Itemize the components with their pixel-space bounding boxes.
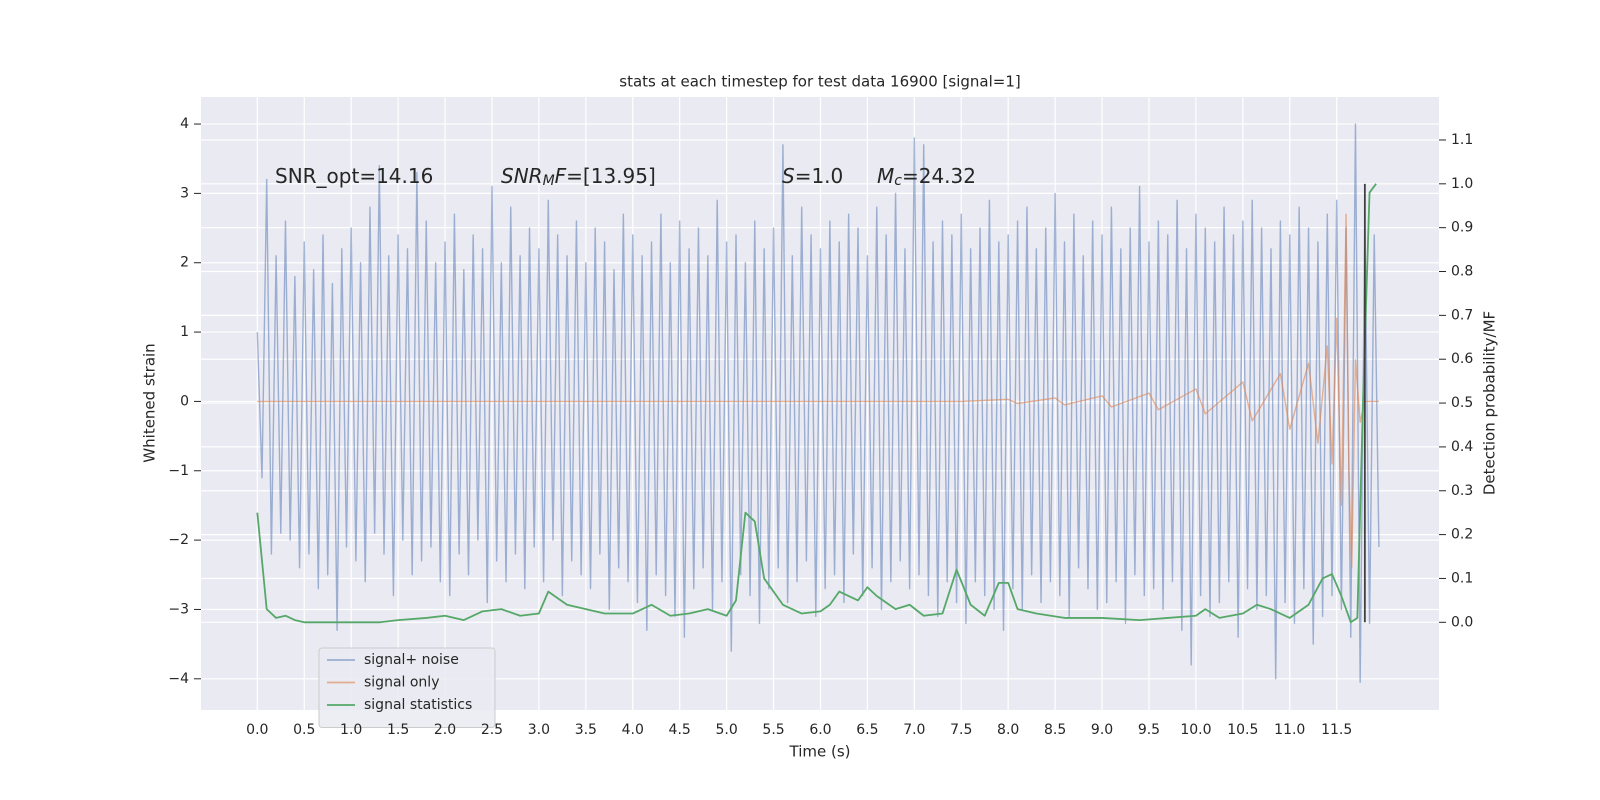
annotation: Mc=24.32 [877, 164, 976, 189]
x-tick-label: 2.0 [434, 722, 456, 738]
x-tick-label: 0.0 [246, 722, 268, 738]
overlays: SNR_opt=14.16 SNRMF=[13.95] S=1.0 Mc=24.32s… [275, 164, 976, 728]
annotation-part: =[13.95] [566, 164, 656, 188]
y2-tick-label: 1.0 [1451, 176, 1473, 192]
annotation-part: SNR_opt=14.16 [275, 164, 433, 188]
y2-tick-label: 1.1 [1451, 132, 1473, 148]
x-tick-label: 11.0 [1274, 722, 1305, 738]
x-tick-label: 8.0 [997, 722, 1019, 738]
annotation-part: SNR [501, 164, 543, 188]
x-tick-label: 4.5 [669, 722, 691, 738]
data-marks [256, 123, 1380, 683]
x-tick-label: 7.5 [950, 722, 972, 738]
y2-tick-label: 0.2 [1451, 527, 1473, 543]
x-tick-label: 9.0 [1091, 722, 1113, 738]
annotation-part: M [877, 164, 894, 188]
legend-box [318, 647, 496, 728]
y-tick-label: 4 [180, 116, 189, 132]
x-tick-label: 0.5 [293, 722, 315, 738]
y-tick-label: 0 [180, 393, 189, 409]
x-tick-label: 4.0 [622, 722, 644, 738]
y-axis-label: Whitened strain [141, 343, 159, 462]
y2-axis-label: Detection probability/MF [1481, 311, 1499, 495]
y-tick-label: 2 [180, 255, 189, 271]
y2-tick-label: 0.8 [1451, 264, 1473, 280]
annotation-part: S [782, 164, 795, 188]
annotation-part: c [894, 173, 902, 189]
x-tick-label: 5.5 [762, 722, 784, 738]
series-line [256, 183, 1377, 624]
y2-tick-label: 0.4 [1451, 439, 1473, 455]
x-tick-label: 1.5 [387, 722, 409, 738]
annotation: SNRMF=[13.95] [501, 164, 656, 189]
legend-label: signal only [364, 675, 439, 691]
x-tick-label: 3.0 [528, 722, 550, 738]
y2-tick-label: 0.0 [1451, 614, 1473, 630]
annotation-part: =1.0 [795, 164, 844, 188]
annotation-part: F [555, 164, 567, 188]
x-tick-label: 6.0 [809, 722, 831, 738]
x-tick-label: 9.5 [1138, 722, 1160, 738]
x-tick-label: 1.0 [340, 722, 362, 738]
annotation-part: =24.32 [902, 164, 976, 188]
series-line [257, 213, 1379, 569]
y2-tick-label: 0.7 [1451, 307, 1473, 323]
x-axis-label: Time (s) [789, 743, 851, 761]
y2-tick-label: 0.6 [1451, 351, 1473, 367]
legend-label: signal statistics [364, 697, 472, 713]
y-tick-label: −4 [168, 671, 189, 687]
y-tick-label: 3 [180, 185, 189, 201]
annotation: S=1.0 [782, 164, 843, 188]
series-line [256, 123, 1380, 683]
legend-label: signal+ noise [364, 652, 459, 668]
x-tick-label: 10.5 [1227, 722, 1258, 738]
y2-tick-label: 0.9 [1451, 220, 1473, 236]
x-tick-label: 8.5 [1044, 722, 1066, 738]
x-tick-label: 11.5 [1321, 722, 1352, 738]
y-tick-label: −1 [168, 463, 189, 479]
y-tick-label: −2 [168, 532, 189, 548]
x-tick-label: 7.0 [903, 722, 925, 738]
y2-tick-label: 0.3 [1451, 483, 1473, 499]
x-tick-label: 10.0 [1180, 722, 1211, 738]
annotation-part: M [543, 173, 555, 189]
chart-title: stats at each timestep for test data 169… [619, 73, 1020, 91]
y2-tick-label: 0.5 [1451, 395, 1473, 411]
x-tick-label: 3.5 [575, 722, 597, 738]
annotation: SNR_opt=14.16 [275, 164, 433, 188]
y-tick-label: 1 [180, 324, 189, 340]
x-tick-label: 2.5 [481, 722, 503, 738]
y2-tick-label: 0.1 [1451, 570, 1473, 586]
x-tick-label: 6.5 [856, 722, 878, 738]
y-tick-label: −3 [168, 601, 189, 617]
x-tick-label: 5.0 [715, 722, 737, 738]
